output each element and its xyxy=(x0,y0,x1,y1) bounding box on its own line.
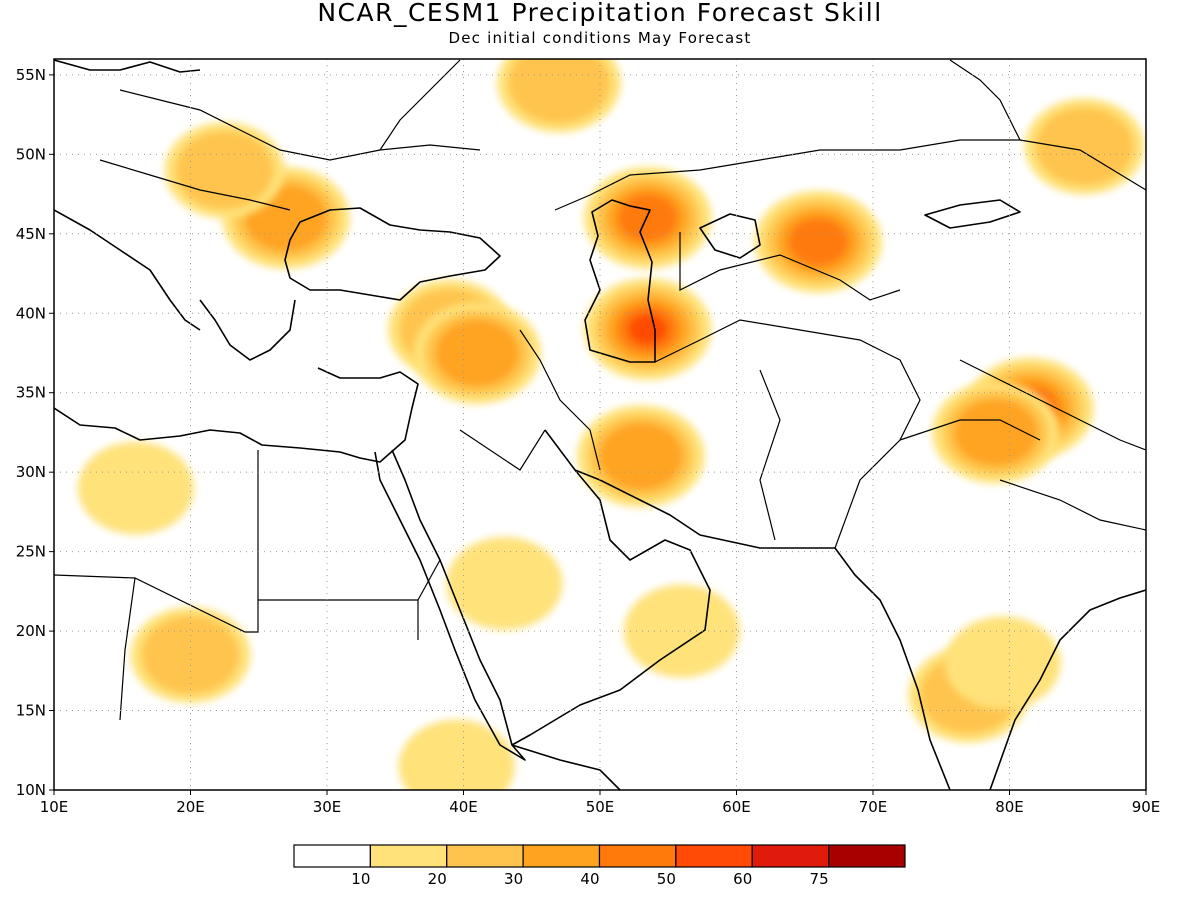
skill-region xyxy=(623,584,741,678)
coast-red-sea xyxy=(374,449,526,761)
y-tick-label: 30N xyxy=(16,463,46,481)
coast-greece xyxy=(199,299,296,361)
map-subtitle: Dec initial conditions May Forecast xyxy=(448,29,752,47)
colorbar-swatch xyxy=(369,844,448,868)
skill-contour xyxy=(1035,107,1134,186)
skill-region xyxy=(944,616,1061,710)
skill-region xyxy=(130,606,251,703)
colorbar-label: 40 xyxy=(580,870,599,888)
skill-contour xyxy=(435,319,519,386)
coast-india xyxy=(834,547,1146,790)
coast-horn xyxy=(511,744,621,790)
skill-contour xyxy=(954,399,1038,466)
colorbar: 10 20 30 40 50 60 75 xyxy=(293,844,906,888)
lake-balkhash xyxy=(924,199,1021,229)
skill-contour xyxy=(788,217,849,266)
skill-region xyxy=(577,405,705,508)
skill-region xyxy=(584,278,712,381)
colorbar-swatch xyxy=(598,844,677,868)
coast-baltic xyxy=(54,59,201,73)
colorbar-swatch xyxy=(293,844,371,868)
y-tick-label: 35N xyxy=(16,384,46,402)
colorbar-swatch xyxy=(751,844,830,868)
skill-contour xyxy=(398,719,515,790)
skill-contour xyxy=(944,616,1061,710)
skill-region xyxy=(497,59,621,133)
y-tick-label: 40N xyxy=(16,304,46,322)
x-tick-label: 10E xyxy=(40,798,69,816)
skill-region xyxy=(413,301,541,404)
longitude-axis: 10E 20E 30E 40E 50E 60E 70E 80E 90E xyxy=(40,790,1161,816)
y-tick-label: 15N xyxy=(16,702,46,720)
skill-region xyxy=(1024,98,1145,195)
coastlines xyxy=(54,59,1146,790)
coast-caspian xyxy=(584,199,656,363)
y-tick-label: 45N xyxy=(16,225,46,243)
map-title: NCAR_CESM1 Precipitation Forecast Skill xyxy=(317,0,883,27)
colorbar-label: 50 xyxy=(657,870,676,888)
coast-iran xyxy=(574,469,835,549)
y-tick-label: 20N xyxy=(16,622,46,640)
skill-region xyxy=(77,441,195,535)
y-tick-label: 10N xyxy=(16,781,46,799)
x-tick-label: 40E xyxy=(449,798,478,816)
lat-lon-grid xyxy=(54,59,1146,790)
skill-region xyxy=(754,190,883,293)
colorbar-swatch xyxy=(675,844,753,868)
skill-contour xyxy=(141,615,240,694)
x-tick-label: 80E xyxy=(995,798,1024,816)
y-tick-label: 25N xyxy=(16,543,46,561)
latitude-axis: 10N 15N 20N 25N 30N 35N 40N 45N 50N 55N xyxy=(16,66,54,799)
colorbar-swatch xyxy=(522,844,601,868)
skill-contour xyxy=(617,193,678,242)
skill-region xyxy=(584,166,712,269)
skill-contour xyxy=(623,584,741,678)
x-tick-label: 60E xyxy=(722,798,751,816)
x-tick-label: 50E xyxy=(586,798,615,816)
colorbar-label: 30 xyxy=(504,870,523,888)
skill-region xyxy=(932,381,1060,484)
skill-contour xyxy=(599,423,683,490)
coast-italy xyxy=(54,209,201,331)
skill-contour xyxy=(508,59,610,124)
colorbar-label: 10 xyxy=(351,870,370,888)
y-tick-label: 55N xyxy=(16,66,46,84)
x-tick-label: 90E xyxy=(1132,798,1161,816)
x-tick-label: 70E xyxy=(859,798,888,816)
colorbar-label: 20 xyxy=(428,870,447,888)
colorbar-label: 75 xyxy=(810,870,829,888)
colorbar-label: 60 xyxy=(733,870,752,888)
country-borders xyxy=(54,59,1146,721)
colorbar-swatch xyxy=(828,844,906,868)
skill-shading xyxy=(77,59,1145,790)
y-tick-label: 50N xyxy=(16,145,46,163)
skill-contour xyxy=(446,536,563,630)
skill-region xyxy=(398,719,515,790)
skill-contour xyxy=(77,441,195,535)
colorbar-swatch xyxy=(446,844,524,868)
x-tick-label: 20E xyxy=(176,798,205,816)
skill-contour xyxy=(629,314,667,345)
coast-arabia xyxy=(511,429,711,746)
skill-region xyxy=(446,536,563,630)
coast-black-sea xyxy=(284,207,501,301)
x-tick-label: 30E xyxy=(313,798,342,816)
lake-aral xyxy=(699,213,761,259)
coast-north-africa xyxy=(54,367,419,463)
